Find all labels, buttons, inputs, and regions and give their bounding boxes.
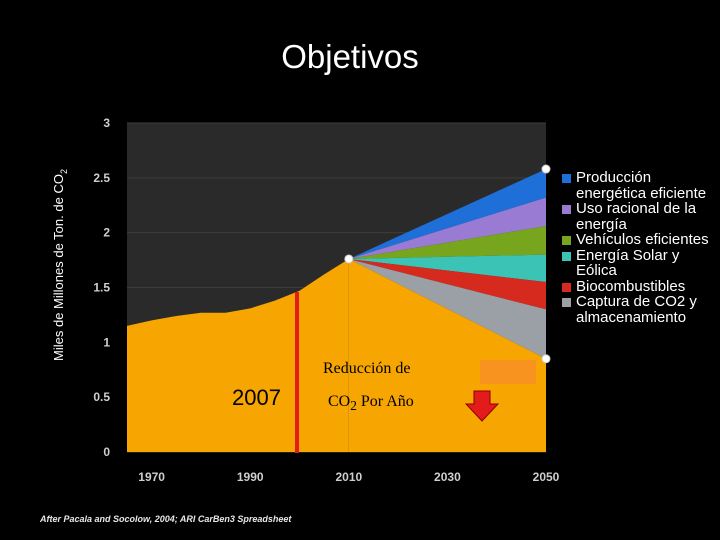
y-tick-label: 1.5 <box>93 281 110 295</box>
projection-marker <box>541 354 551 364</box>
x-tick-label: 2010 <box>335 470 362 484</box>
legend-label: Producción energética eficiente <box>576 170 707 202</box>
projection-band <box>348 254 546 283</box>
projection-band <box>348 258 546 310</box>
projection-band <box>348 226 546 259</box>
legend-swatch <box>562 205 571 214</box>
projection-markers <box>344 164 551 364</box>
projection-marker <box>344 254 354 264</box>
x-tick-labels: 1970 1990 2010 2030 2050 <box>138 470 559 484</box>
projection-marker <box>541 164 551 174</box>
projection-band <box>348 258 546 359</box>
legend-item: Biocombustibles <box>562 277 720 295</box>
down-arrow-icon <box>465 390 499 422</box>
y-tick-label: 2 <box>103 226 110 240</box>
x-tick-label: 2030 <box>434 470 461 484</box>
reduction-label-line1: Reducción de <box>323 360 411 377</box>
legend-item: Producción energética eficiente <box>562 170 720 201</box>
legend-label: Biocombustibles <box>576 277 686 295</box>
legend-swatch <box>562 174 571 183</box>
legend-item: Energía Solar y Eólica <box>562 246 720 279</box>
legend-swatch <box>562 298 571 307</box>
legend-label: Vehículos eficientes <box>576 231 709 248</box>
chart-legend: Producción energética eficiente Uso racio… <box>562 170 720 325</box>
legend-item: Vehículos eficientes <box>562 232 720 248</box>
y-tick-labels: 0 0.5 1 1.5 2 2.5 3 <box>93 116 110 459</box>
legend-swatch <box>562 251 571 261</box>
legend-label: Energía Solar y Eólica <box>576 246 680 279</box>
reduction-label-line2: CO2 Por Año <box>328 393 414 414</box>
legend-swatch <box>562 282 571 292</box>
y-tick-label: 2.5 <box>93 171 110 185</box>
projection-band <box>348 197 546 259</box>
x-tick-label: 1970 <box>138 470 165 484</box>
x-tick-label: 1990 <box>237 470 264 484</box>
legend-swatch <box>562 236 571 245</box>
projection-band <box>348 169 546 259</box>
y-tick-label: 1 <box>103 335 110 349</box>
y-tick-label: 0 <box>103 445 110 459</box>
legend-label: Captura de CO2 y almacenamiento <box>576 293 697 325</box>
highlight-box <box>480 360 536 384</box>
legend-label: Uso racional de la energía <box>576 200 697 233</box>
legend-item: Uso racional de la energía <box>562 201 720 232</box>
x-tick-label: 2050 <box>533 470 560 484</box>
year-label: 2007 <box>232 385 281 410</box>
legend-item: Captura de CO2 y almacenamiento <box>562 294 720 325</box>
page-title: Objetivos <box>281 38 419 75</box>
base-emissions-area <box>127 258 349 452</box>
reduction-marker-line <box>295 292 299 453</box>
y-tick-label: 3 <box>103 116 110 130</box>
source-note: After Pacala and Socolow, 2004; ARI CarB… <box>40 514 292 524</box>
y-tick-label: 0.5 <box>93 390 110 404</box>
